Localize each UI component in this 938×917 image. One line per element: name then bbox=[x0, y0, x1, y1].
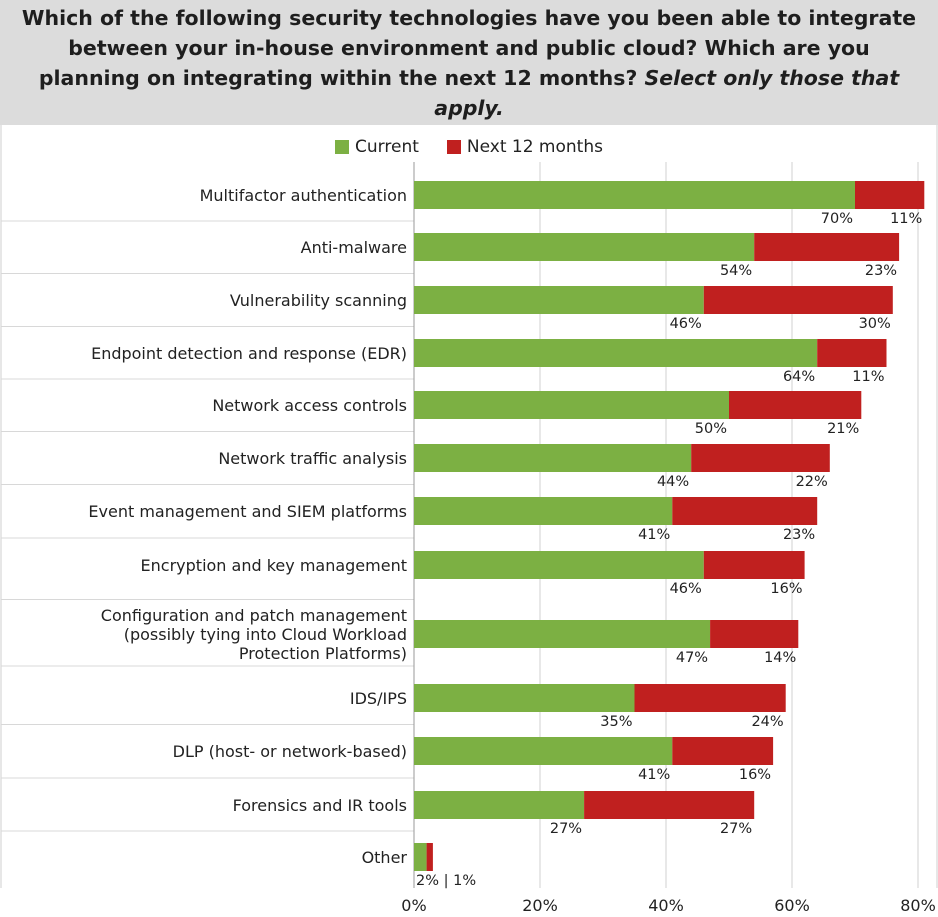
legend-item-next: Next 12 months bbox=[446, 134, 603, 160]
legend-swatch-next bbox=[446, 140, 461, 154]
category-label-2: Vulnerability scanning bbox=[230, 291, 407, 310]
bar-next-5 bbox=[691, 444, 830, 472]
category-label-4: Network access controls bbox=[212, 396, 407, 415]
value-label-current-7: 46% bbox=[670, 581, 702, 597]
bar-current-11 bbox=[414, 791, 585, 819]
category-label-11: Forensics and IR tools bbox=[233, 796, 407, 815]
value-label-next-7: 16% bbox=[770, 581, 802, 597]
bar-current-0 bbox=[414, 181, 855, 209]
value-label-next-4: 21% bbox=[827, 421, 859, 437]
value-label-current-6: 41% bbox=[638, 527, 670, 543]
value-label-current-5: 44% bbox=[657, 474, 689, 490]
x-tick-label-4: 80% bbox=[900, 896, 936, 915]
value-label-current-8: 47% bbox=[676, 650, 708, 666]
bar-current-5 bbox=[414, 444, 692, 472]
value-label-next-0: 11% bbox=[890, 211, 922, 227]
category-label-12: Other bbox=[362, 848, 408, 867]
bar-current-1 bbox=[414, 233, 755, 261]
legend-label-current: Current bbox=[355, 137, 419, 157]
category-label-8-line-2: Protection Platforms) bbox=[239, 644, 407, 663]
value-label-next-6: 23% bbox=[783, 527, 815, 543]
bar-current-12 bbox=[414, 843, 427, 871]
category-label-9: IDS/IPS bbox=[350, 689, 407, 708]
bar-next-8 bbox=[710, 620, 799, 648]
value-label-next-9: 24% bbox=[751, 714, 783, 730]
value-label-next-5: 22% bbox=[796, 474, 828, 490]
value-label-next-1: 23% bbox=[865, 263, 897, 279]
category-label-8-line-1: (possibly tying into Cloud Workload bbox=[124, 625, 407, 644]
bar-current-10 bbox=[414, 737, 673, 765]
bar-current-2 bbox=[414, 286, 704, 314]
legend-label-next: Next 12 months bbox=[466, 137, 603, 157]
bar-current-3 bbox=[414, 339, 818, 367]
bar-current-9 bbox=[414, 684, 635, 712]
category-label-1: Anti-malware bbox=[301, 238, 407, 257]
category-label-7: Encryption and key management bbox=[141, 556, 407, 575]
category-label-10: DLP (host- or network-based) bbox=[173, 742, 407, 761]
value-label-next-10: 16% bbox=[739, 767, 771, 783]
bar-next-1 bbox=[754, 233, 900, 261]
value-label-current-1: 54% bbox=[720, 263, 752, 279]
bar-current-7 bbox=[414, 551, 704, 579]
bar-current-6 bbox=[414, 497, 673, 525]
bar-next-0 bbox=[855, 181, 925, 209]
category-label-8-line-0: Configuration and patch management bbox=[101, 606, 407, 625]
bar-current-4 bbox=[414, 391, 729, 419]
legend-swatch-current bbox=[335, 140, 350, 154]
value-label-next-2: 30% bbox=[859, 316, 891, 332]
bar-next-2 bbox=[703, 286, 893, 314]
value-label-combined-12: 2% | 1% bbox=[416, 873, 476, 889]
x-tick-label-3: 60% bbox=[774, 896, 810, 915]
x-tick-label-0: 0% bbox=[401, 896, 426, 915]
bar-next-7 bbox=[703, 551, 805, 579]
bar-next-12 bbox=[426, 843, 433, 871]
value-label-current-11: 27% bbox=[550, 821, 582, 837]
chart-title-main: Which of the following security technolo… bbox=[21, 5, 917, 90]
legend-item-current: Current bbox=[335, 134, 419, 160]
value-label-current-4: 50% bbox=[695, 421, 727, 437]
value-label-next-11: 27% bbox=[720, 821, 752, 837]
x-tick-label-2: 40% bbox=[648, 896, 684, 915]
category-label-3: Endpoint detection and response (EDR) bbox=[91, 344, 407, 363]
category-label-5: Network traffic analysis bbox=[218, 449, 407, 468]
bar-next-4 bbox=[729, 391, 862, 419]
value-label-current-2: 46% bbox=[670, 316, 702, 332]
bar-next-9 bbox=[634, 684, 786, 712]
bar-next-6 bbox=[672, 497, 818, 525]
value-label-next-3: 11% bbox=[852, 369, 884, 385]
value-label-current-3: 64% bbox=[783, 369, 815, 385]
value-label-current-10: 41% bbox=[638, 767, 670, 783]
bar-next-3 bbox=[817, 339, 887, 367]
chart-legend: Current Next 12 months bbox=[0, 134, 938, 160]
x-tick-label-1: 20% bbox=[522, 896, 558, 915]
category-label-6: Event management and SIEM platforms bbox=[88, 502, 407, 521]
bar-next-11 bbox=[584, 791, 755, 819]
category-label-0: Multifactor authentication bbox=[200, 186, 407, 205]
chart-title-box: Which of the following security technolo… bbox=[0, 0, 938, 125]
value-label-current-0: 70% bbox=[821, 211, 853, 227]
bar-current-8 bbox=[414, 620, 711, 648]
chart-title-emphasis: Select only those that apply. bbox=[434, 65, 900, 120]
value-label-current-9: 35% bbox=[600, 714, 632, 730]
bar-next-10 bbox=[672, 737, 774, 765]
value-label-next-8: 14% bbox=[764, 650, 796, 666]
chart-title: Which of the following security technolo… bbox=[20, 3, 918, 123]
